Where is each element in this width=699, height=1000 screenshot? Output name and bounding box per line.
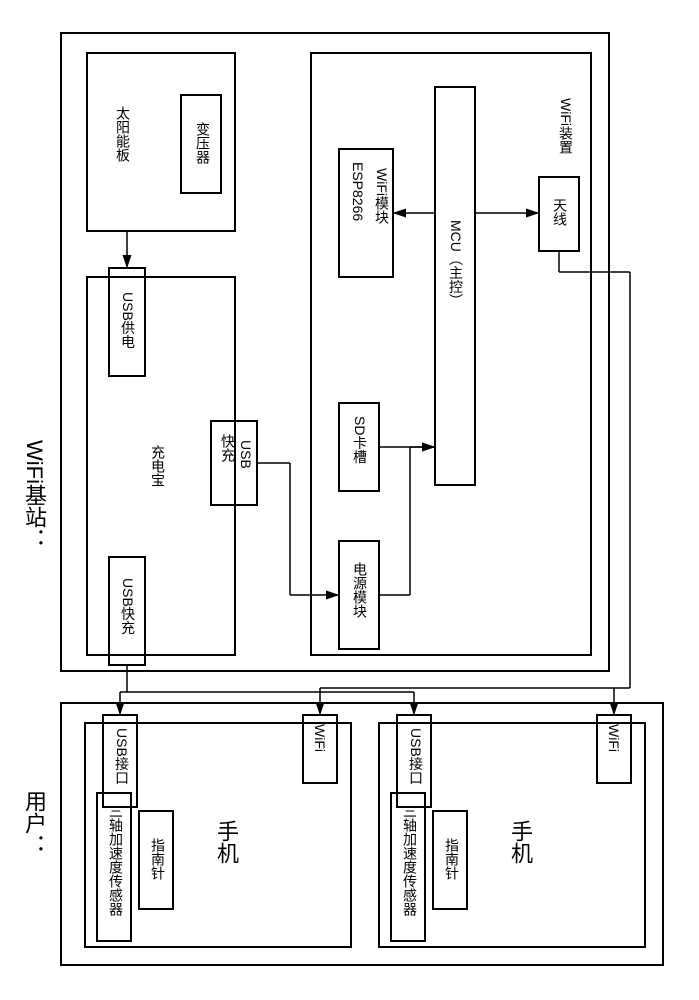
usb-fast-2-label-a: USB: [238, 440, 254, 469]
wifi-device-label: WiFi装置: [556, 98, 576, 154]
diagram-canvas: WiFi基站： 用户： 太阳能板 变压器 充电宝 USB供电 USB快充 USB…: [0, 0, 699, 1000]
antenna-label: 天线: [550, 198, 570, 226]
wifi-module-label-b: ESP8266: [350, 162, 366, 221]
powerbank-label: 充电宝: [148, 445, 168, 487]
phone-1-label: 手机: [210, 820, 242, 864]
phone2-accel-label: 三轴加速度传感器: [400, 804, 420, 916]
power-module-label: 电源模块: [350, 562, 370, 618]
transformer-label: 变压器: [193, 122, 213, 164]
usb-fast-2-label-b: 快充: [218, 434, 238, 462]
phone-2-label: 手机: [504, 820, 536, 864]
phone2-compass-label: 指南针: [442, 838, 462, 880]
usb-supply-label: USB供电: [118, 292, 138, 349]
phone1-usb-label: USB接口: [112, 728, 132, 785]
mcu-label: MCU（主控）: [446, 220, 466, 308]
phone1-accel-label: 三轴加速度传感器: [106, 804, 126, 916]
base-station-title: WiFi基站：: [18, 440, 50, 550]
sd-slot-label: SD卡槽: [350, 416, 370, 463]
phone2-usb-label: USB接口: [406, 728, 426, 785]
user-title: 用户：: [18, 790, 50, 856]
phone1-wifi-label: WiFi: [312, 724, 328, 752]
solar-panel-label: 太阳能板: [113, 106, 133, 162]
wifi-module-label-a: WiFi模块: [372, 168, 392, 224]
phone1-compass-label: 指南针: [148, 838, 168, 880]
phone2-wifi-label: WiFi: [606, 724, 622, 752]
usb-fast-1-label: USB快充: [118, 578, 138, 635]
